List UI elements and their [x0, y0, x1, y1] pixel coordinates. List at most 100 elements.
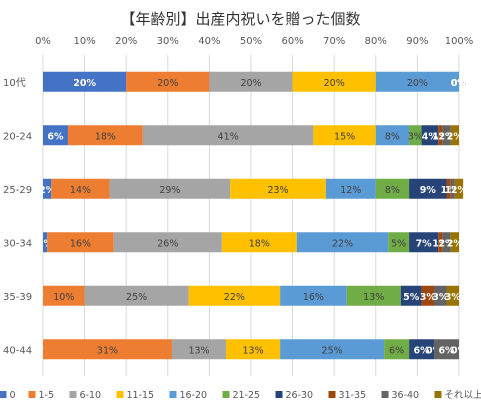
- legend-label: 11-15: [127, 390, 155, 401]
- x-tick-label: 80%: [365, 36, 387, 47]
- bar-segment: [325, 178, 376, 199]
- data-label: 16%: [70, 238, 91, 249]
- data-label: 29%: [159, 185, 180, 196]
- legend-swatch: [328, 391, 336, 398]
- bar-segment: [421, 125, 439, 146]
- legend-label: 0: [10, 390, 16, 401]
- bar-segment: [400, 285, 422, 306]
- x-tick-label: 10%: [73, 36, 95, 47]
- legend-swatch: [434, 391, 442, 398]
- data-label: 23%: [267, 185, 288, 196]
- x-tick-label: 60%: [281, 36, 303, 47]
- bar-segment: [292, 71, 376, 92]
- bar-segment: [51, 178, 110, 199]
- data-label: 2%: [447, 238, 464, 249]
- data-label: 1%: [445, 185, 462, 196]
- legend-label: 1-5: [39, 390, 55, 401]
- data-label: 0%: [451, 78, 466, 89]
- bar-segment: [438, 125, 443, 146]
- data-label: 0%: [451, 345, 468, 356]
- bar-segment: [446, 285, 459, 306]
- data-label: 5%: [391, 238, 406, 249]
- data-label: 2%: [451, 185, 468, 196]
- legend-label: 21-25: [233, 390, 261, 401]
- y-category-label: 10代: [3, 77, 26, 89]
- legend-swatch: [116, 391, 124, 398]
- data-label: 3%: [408, 131, 423, 142]
- data-label: 25%: [126, 292, 147, 303]
- bar-segment: [221, 232, 297, 253]
- bar-segment: [409, 232, 439, 253]
- data-label: 3%: [420, 292, 437, 303]
- data-label: 5%: [403, 292, 420, 303]
- data-label: 3%: [445, 292, 462, 303]
- legend-label: 26-30: [286, 390, 314, 401]
- bar-segment: [434, 339, 459, 360]
- data-label: 2%: [438, 131, 455, 142]
- x-tick-label: 20%: [115, 36, 137, 47]
- bar-segment: [280, 339, 385, 360]
- bar-segment: [113, 232, 222, 253]
- x-tick-label: 90%: [406, 36, 428, 47]
- bar-segment: [188, 285, 281, 306]
- bar-segment: [409, 339, 435, 360]
- data-label: 8%: [385, 185, 400, 196]
- data-label: 16%: [303, 292, 324, 303]
- y-category-label: 35-39: [3, 292, 32, 303]
- y-category-label: 20-24: [3, 131, 32, 142]
- data-label: 6%: [438, 345, 455, 356]
- bar-segment: [313, 125, 376, 146]
- legend-swatch: [381, 391, 389, 398]
- data-label: 0%: [451, 78, 468, 89]
- bar-segment: [226, 339, 281, 360]
- x-tick-label: 0%: [35, 36, 51, 47]
- data-label: 0%: [451, 78, 468, 89]
- bar-segment: [446, 178, 451, 199]
- bar-segment: [434, 285, 447, 306]
- legend-swatch: [169, 391, 177, 398]
- bar-segment: [442, 125, 451, 146]
- data-label: 41%: [218, 131, 239, 142]
- data-label: 25%: [322, 345, 343, 356]
- bar-segment: [43, 178, 52, 199]
- bar-segment: [454, 178, 464, 199]
- data-label: 9%: [420, 185, 437, 196]
- x-tick-label: 50%: [240, 36, 262, 47]
- bar-segment: [171, 339, 227, 360]
- bar-segment: [438, 232, 443, 253]
- bar-segment: [375, 71, 459, 92]
- y-category-label: 30-34: [3, 238, 32, 249]
- bar-segment: [375, 125, 410, 146]
- legend-swatch: [275, 391, 283, 398]
- data-label: 20%: [324, 78, 345, 89]
- bar-segment: [67, 125, 143, 146]
- bar-segment: [84, 285, 189, 306]
- data-label: 22%: [332, 238, 353, 249]
- legend-swatch: [28, 391, 36, 398]
- data-label: 31%: [97, 345, 118, 356]
- bar-segment: [47, 232, 114, 253]
- data-label: 0%: [451, 78, 468, 89]
- data-label: 14%: [70, 185, 91, 196]
- x-tick-label: 70%: [323, 36, 345, 47]
- legend-swatch: [0, 391, 7, 398]
- data-label: 4%: [422, 131, 439, 142]
- data-label: 18%: [249, 238, 270, 249]
- bar-segment: [43, 71, 127, 92]
- data-label: 22%: [224, 292, 245, 303]
- chart-title: 【年齢別】出産内祝いを贈った個数: [120, 10, 361, 28]
- data-label: 6%: [389, 345, 404, 356]
- data-label: 7%: [416, 238, 433, 249]
- data-label: 2%: [39, 185, 56, 196]
- data-label: 1%: [37, 238, 54, 249]
- bar-segment: [384, 339, 410, 360]
- legend-label: 6-10: [80, 390, 102, 401]
- bar-segment: [375, 178, 410, 199]
- legend-swatch: [222, 391, 230, 398]
- x-tick-label: 100%: [445, 36, 474, 47]
- bar-segment: [43, 125, 68, 146]
- data-label: 26%: [157, 238, 178, 249]
- y-category-label: 25-29: [3, 185, 32, 196]
- bar-segment: [109, 178, 231, 199]
